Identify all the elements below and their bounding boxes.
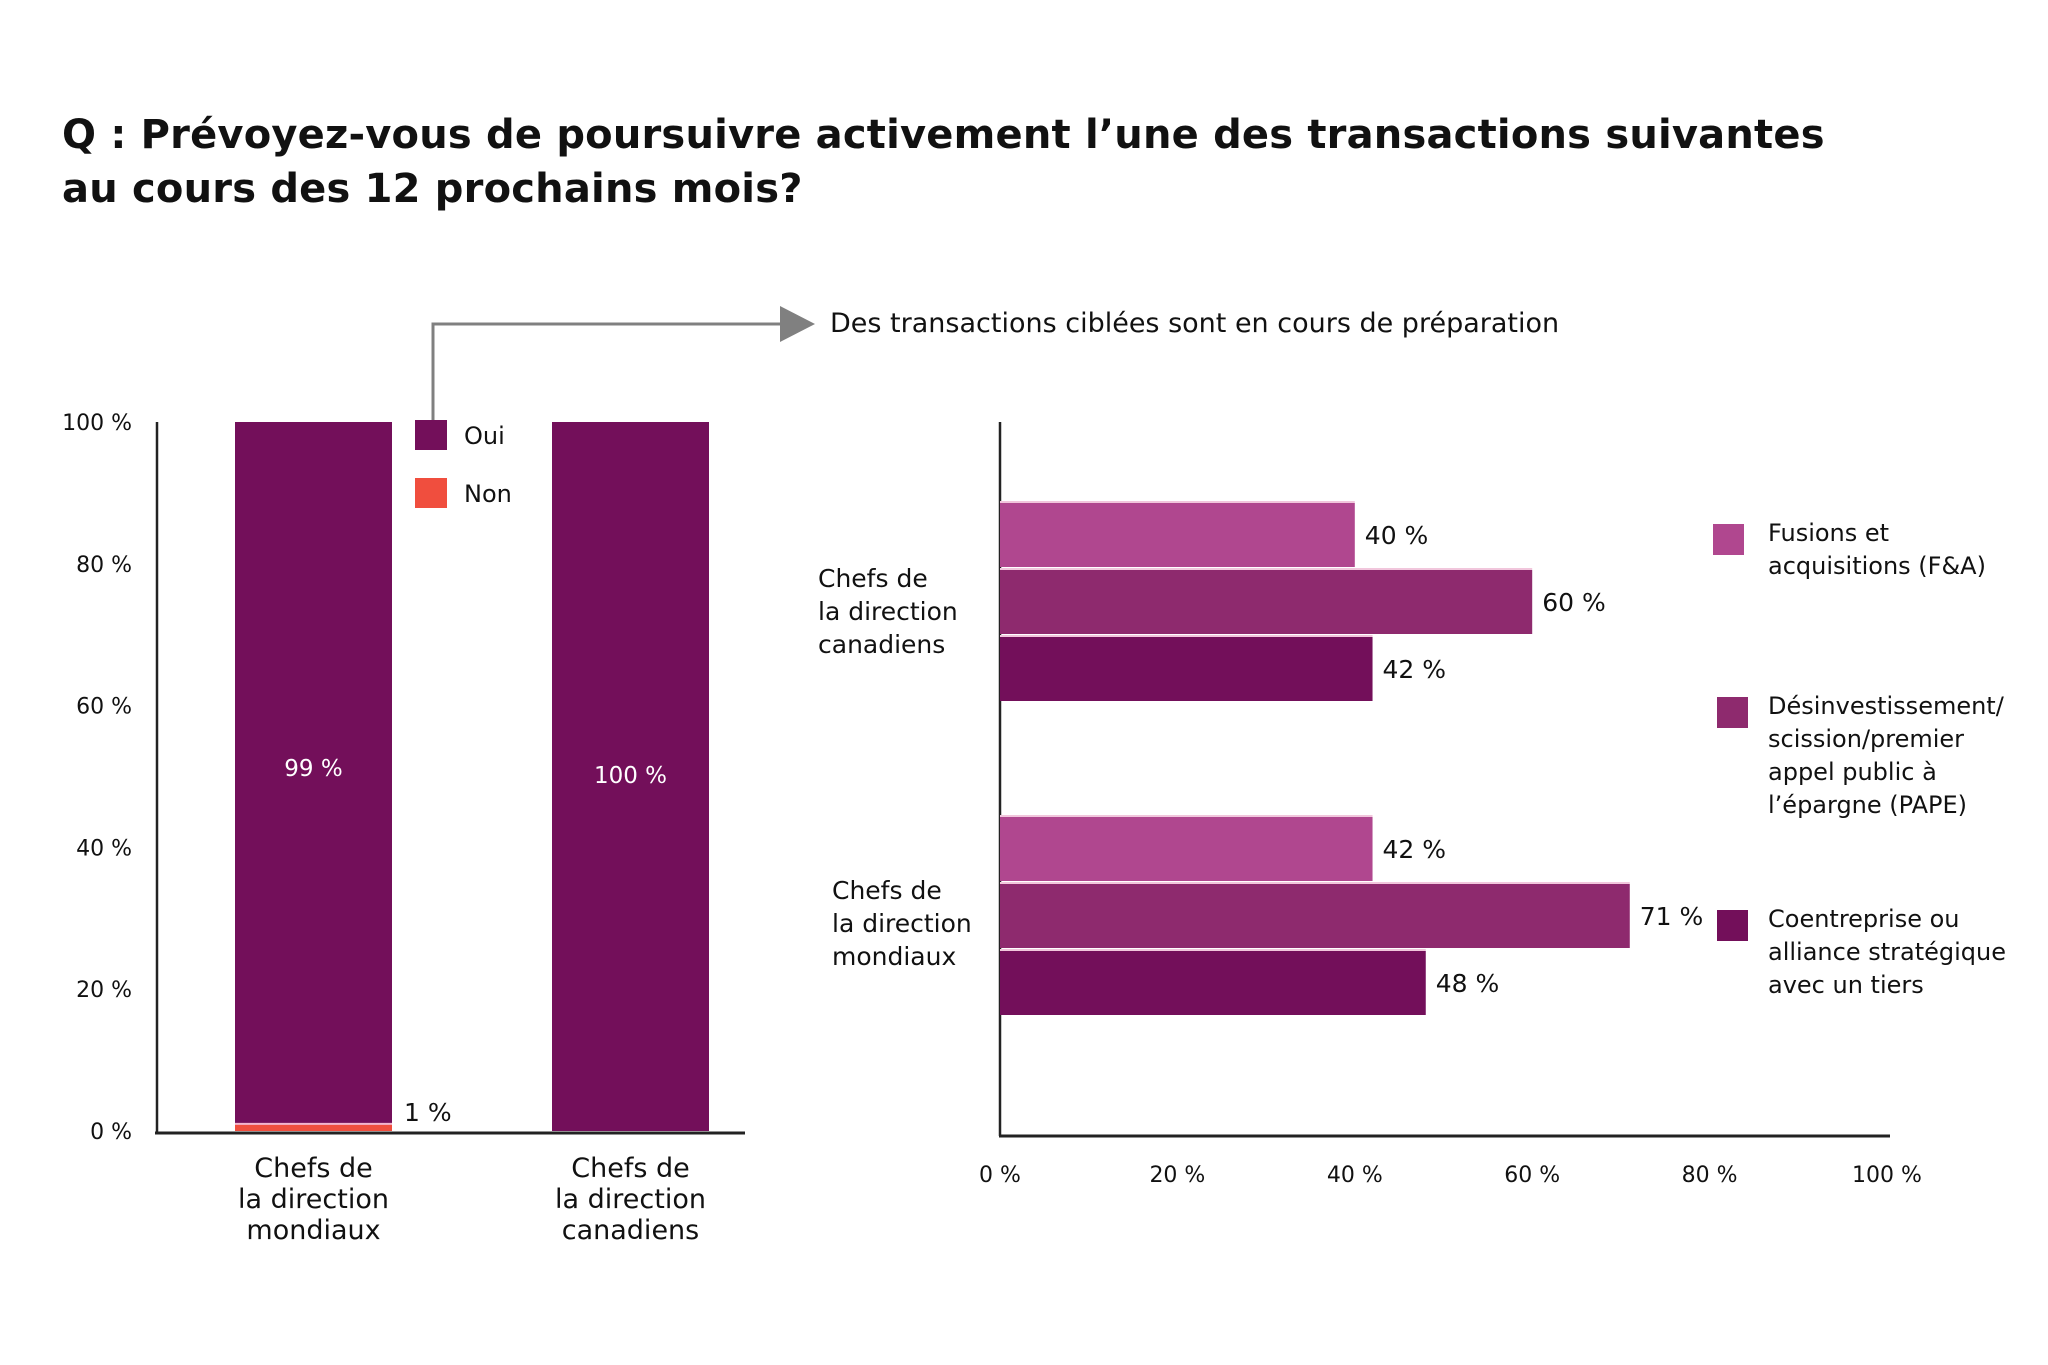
group-label: la direction — [832, 909, 972, 938]
legend-swatch-desinvest — [1717, 697, 1748, 728]
bar-highlight-edge — [1000, 815, 1373, 817]
y-tick-label: 80 % — [76, 553, 132, 578]
bar-oui — [552, 422, 709, 1131]
arrow-head-icon — [780, 306, 815, 342]
data-label-non: 1 % — [404, 1098, 452, 1127]
bar-highlight-edge — [1000, 949, 1426, 951]
annotation-arrow — [431, 306, 815, 420]
legend-swatch-fa — [1713, 524, 1744, 555]
y-tick-label: 0 % — [90, 1120, 132, 1145]
data-label: 71 % — [1640, 902, 1704, 931]
category-label: canadiens — [562, 1215, 699, 1246]
data-label-oui: 99 % — [284, 756, 342, 782]
chart-title: Q : Prévoyez-vous de poursuivre activeme… — [62, 108, 1825, 216]
legend-label-oui: Oui — [464, 422, 505, 450]
bar-highlight-edge — [1000, 568, 1533, 570]
category-label: mondiaux — [246, 1215, 380, 1246]
legend-label-desinvest: scission/premier — [1768, 725, 1964, 753]
y-tick-label: 100 % — [62, 411, 132, 436]
legend-label-fa: acquisitions (F&A) — [1768, 552, 1986, 580]
x-tick-label: 40 % — [1327, 1163, 1383, 1188]
bar-fa — [1000, 503, 1355, 567]
group-label: canadiens — [818, 630, 945, 659]
bar-coentreprise — [1000, 951, 1426, 1015]
group-label: mondiaux — [832, 942, 956, 971]
x-tick-label: 100 % — [1852, 1163, 1922, 1188]
annotation-text: Des transactions ciblées sont en cours d… — [830, 308, 1560, 339]
bar-coentreprise — [1000, 637, 1373, 701]
data-label: 60 % — [1542, 588, 1606, 617]
title-line-1: Q : Prévoyez-vous de poursuivre activeme… — [62, 112, 1825, 158]
bar-desinvest — [1000, 884, 1630, 948]
legend-label-coentreprise: Coentreprise ou — [1768, 905, 1960, 933]
legend-swatch-oui — [415, 420, 447, 450]
arrow-connector-line — [431, 322, 782, 420]
data-label: 48 % — [1436, 969, 1500, 998]
category-label: Chefs de — [254, 1153, 372, 1184]
legend-swatch-coentreprise — [1717, 910, 1748, 941]
bar-non — [235, 1123, 392, 1131]
bar-fa — [1000, 817, 1373, 881]
legend-label-desinvest: Désinvestissement/ — [1768, 692, 2005, 720]
category-label: la direction — [555, 1184, 706, 1215]
group-label: Chefs de — [818, 564, 928, 593]
data-label: 42 % — [1383, 655, 1447, 684]
bar-oui — [235, 422, 392, 1124]
data-label: 42 % — [1383, 835, 1447, 864]
y-tick-label: 60 % — [76, 695, 132, 720]
legend-label-coentreprise: alliance stratégique — [1768, 938, 2006, 966]
x-tick-label: 0 % — [979, 1163, 1021, 1188]
group-label: Chefs de — [832, 876, 942, 905]
title-line-2: au cours des 12 prochains mois? — [62, 166, 803, 212]
legend-swatch-non — [415, 478, 447, 508]
category-label: Chefs de — [571, 1153, 689, 1184]
y-tick-label: 40 % — [76, 836, 132, 861]
legend-label-coentreprise: avec un tiers — [1768, 971, 1924, 999]
legend-label-non: Non — [464, 480, 512, 508]
bar-highlight-edge — [1000, 882, 1630, 884]
legend-label-fa: Fusions et — [1768, 519, 1889, 547]
x-tick-label: 60 % — [1504, 1163, 1560, 1188]
bar-desinvest — [1000, 570, 1533, 634]
bar-highlight-edge — [1000, 635, 1373, 637]
data-label: 40 % — [1365, 521, 1429, 550]
legend-label-desinvest: l’épargne (PAPE) — [1768, 791, 1967, 819]
data-label-oui: 100 % — [594, 763, 667, 789]
legend-label-desinvest: appel public à — [1768, 758, 1937, 786]
category-label: la direction — [238, 1184, 389, 1215]
x-tick-label: 20 % — [1149, 1163, 1205, 1188]
x-tick-label: 80 % — [1682, 1163, 1738, 1188]
y-tick-label: 20 % — [76, 978, 132, 1003]
bar-highlight-edge — [1000, 501, 1355, 503]
group-label: la direction — [818, 597, 958, 626]
